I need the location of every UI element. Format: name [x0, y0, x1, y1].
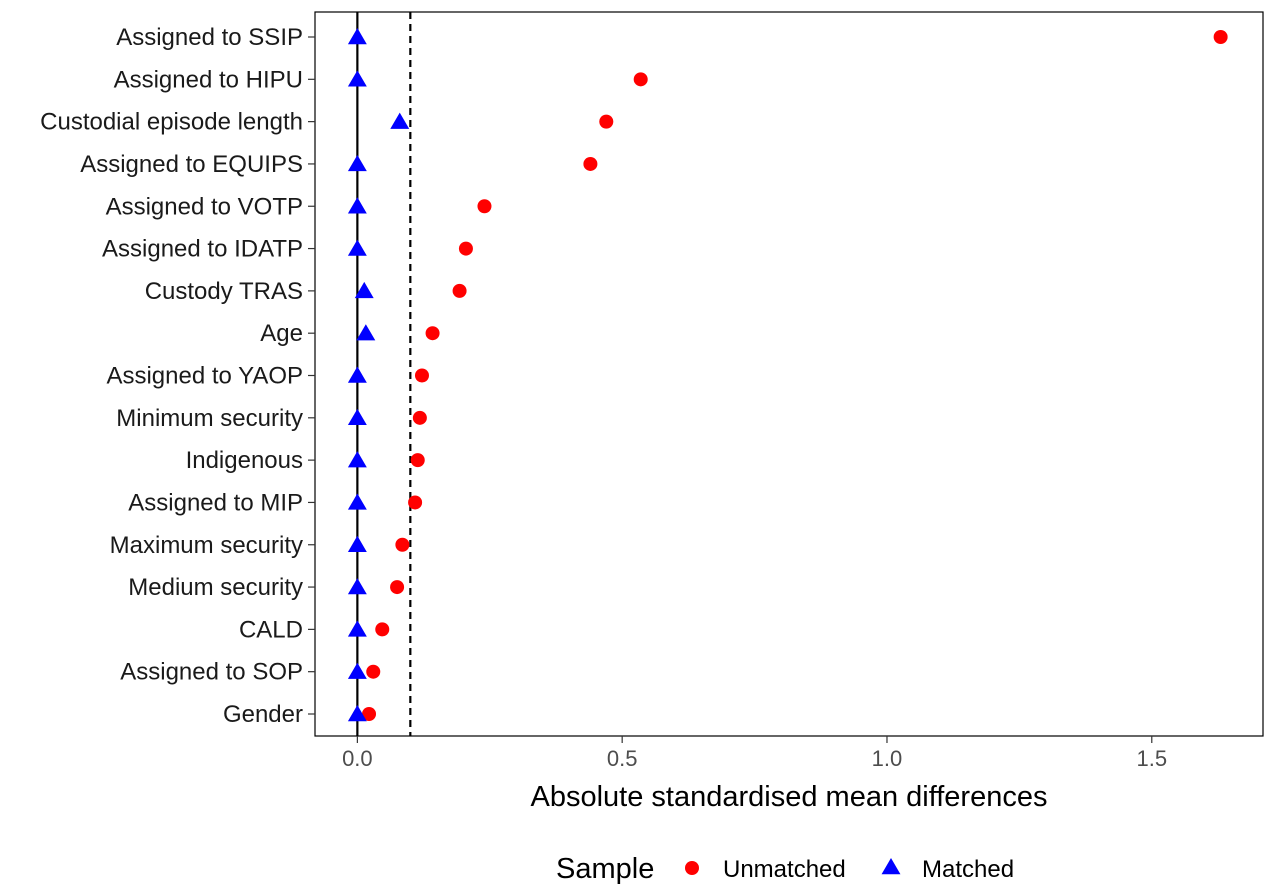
unmatched-point — [452, 283, 467, 298]
matched-point — [347, 239, 367, 256]
matched-point — [347, 535, 367, 552]
unmatched-point — [366, 664, 381, 679]
matched-point — [356, 324, 376, 341]
legend: Sample Unmatched Matched — [556, 853, 1014, 884]
y-tick-label: Gender — [223, 701, 303, 728]
matched-point — [347, 705, 367, 722]
y-tick-label: Assigned to EQUIPS — [80, 151, 303, 178]
y-tick-label: Maximum security — [110, 532, 303, 559]
y-tick-label: Assigned to SSIP — [116, 24, 303, 51]
y-tick-label: Assigned to YAOP — [106, 363, 303, 390]
matched-point — [347, 451, 367, 468]
unmatched-point — [1213, 30, 1228, 44]
unmatched-point — [477, 199, 492, 214]
y-tick-label: Assigned to IDATP — [102, 236, 303, 263]
unmatched-point — [412, 410, 427, 425]
x-tick-label: 0.0 — [342, 746, 373, 771]
y-tick-label: Medium security — [128, 574, 303, 601]
plot-panel-border — [314, 11, 1264, 737]
y-tick-label: Minimum security — [116, 405, 303, 432]
matched-point — [390, 112, 410, 129]
legend-title: Sample — [556, 853, 654, 884]
y-tick-label: Assigned to HIPU — [114, 66, 303, 93]
legend-unmatched-label: Unmatched — [723, 856, 846, 883]
unmatched-point — [390, 580, 405, 595]
y-tick-label: CALD — [239, 616, 303, 643]
unmatched-point — [583, 156, 598, 171]
legend-matched-label: Matched — [922, 856, 1014, 883]
unmatched-point — [599, 114, 614, 129]
y-tick-label: Assigned to SOP — [120, 659, 303, 686]
x-axis: 0.0 0.5 1.0 1.5 — [342, 736, 1167, 771]
unmatched-point — [458, 241, 473, 256]
unmatched-point — [375, 622, 390, 637]
unmatched-point — [410, 453, 425, 468]
y-tick-label: Assigned to VOTP — [106, 193, 303, 220]
unmatched-point — [408, 495, 423, 510]
x-axis-title: Absolute standardised mean differences — [531, 781, 1048, 813]
legend-unmatched-marker — [685, 861, 699, 875]
unmatched-point — [395, 537, 410, 552]
y-tick-label: Custodial episode length — [40, 109, 303, 136]
matched-point — [347, 662, 367, 679]
matched-point — [347, 620, 367, 637]
x-tick-label: 1.5 — [1136, 746, 1167, 771]
unmatched-point — [414, 368, 429, 383]
matched-point — [347, 366, 367, 383]
unmatched-point — [425, 326, 440, 341]
x-tick-label: 0.5 — [607, 746, 638, 771]
y-tick-label: Custody TRAS — [145, 278, 303, 305]
matched-point — [354, 281, 374, 299]
legend-matched-marker — [881, 858, 901, 875]
matched-point — [347, 493, 367, 510]
matched-point — [347, 28, 367, 45]
y-axis: Assigned to SSIP Assigned to HIPU Custodia… — [40, 24, 315, 728]
x-tick-label: 1.0 — [872, 746, 903, 771]
y-tick-label: Age — [260, 320, 303, 347]
unmatched-point — [633, 72, 648, 87]
matched-point — [347, 408, 367, 426]
matched-point — [347, 154, 367, 172]
matched-point — [347, 197, 367, 214]
y-tick-label: Assigned to MIP — [128, 489, 303, 516]
matched-point — [347, 578, 367, 595]
matched-point — [347, 70, 367, 87]
y-tick-label: Indigenous — [186, 447, 303, 474]
unmatched-point — [362, 707, 377, 721]
data-points — [347, 28, 1228, 722]
